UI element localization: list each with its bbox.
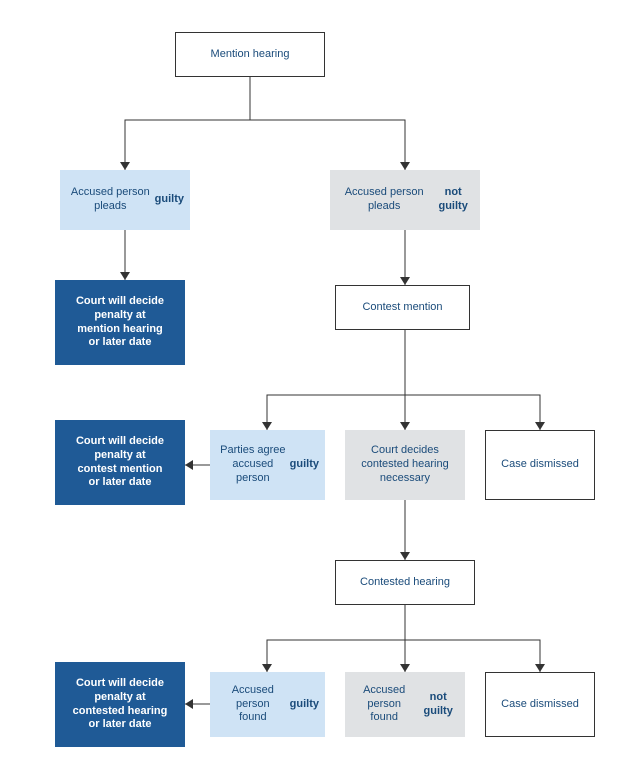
arrowhead-1 (400, 162, 410, 170)
edge-9 (267, 605, 405, 672)
arrowhead-6 (535, 422, 545, 430)
arrowhead-12 (185, 699, 193, 709)
node-parties-agree-guilty: Parties agreeaccused personguilty (210, 430, 325, 500)
edge-0 (125, 77, 250, 170)
arrowhead-4 (262, 422, 272, 430)
arrowhead-0 (120, 162, 130, 170)
node-case-dismissed-2: Case dismissed (485, 672, 595, 737)
arrowhead-10 (400, 664, 410, 672)
node-contested-hearing: Contested hearing (335, 560, 475, 605)
edge-1 (250, 77, 405, 170)
arrowhead-8 (400, 552, 410, 560)
arrowhead-11 (535, 664, 545, 672)
edge-6 (405, 330, 540, 430)
node-found-guilty: Accused personfound guilty (210, 672, 325, 737)
arrowhead-3 (400, 277, 410, 285)
node-penalty-contest-mention: Court will decidepenalty atcontest menti… (55, 420, 185, 505)
node-found-not-guilty: Accused personfound not guilty (345, 672, 465, 737)
node-pleads-not-guilty: Accused person pleadsnot guilty (330, 170, 480, 230)
node-mention-hearing: Mention hearing (175, 32, 325, 77)
flowchart-connectors (0, 0, 624, 767)
edge-4 (267, 330, 405, 430)
edge-11 (405, 605, 540, 672)
arrowhead-9 (262, 664, 272, 672)
arrowhead-7 (185, 460, 193, 470)
node-penalty-mention: Court will decidepenalty atmention heari… (55, 280, 185, 365)
arrowhead-5 (400, 422, 410, 430)
arrowhead-2 (120, 272, 130, 280)
node-contested-hearing-necessary: Court decidescontested hearingnecessary (345, 430, 465, 500)
node-contest-mention: Contest mention (335, 285, 470, 330)
node-case-dismissed-1: Case dismissed (485, 430, 595, 500)
node-penalty-contested-hearing: Court will decidepenalty atcontested hea… (55, 662, 185, 747)
node-pleads-guilty: Accused person pleadsguilty (60, 170, 190, 230)
